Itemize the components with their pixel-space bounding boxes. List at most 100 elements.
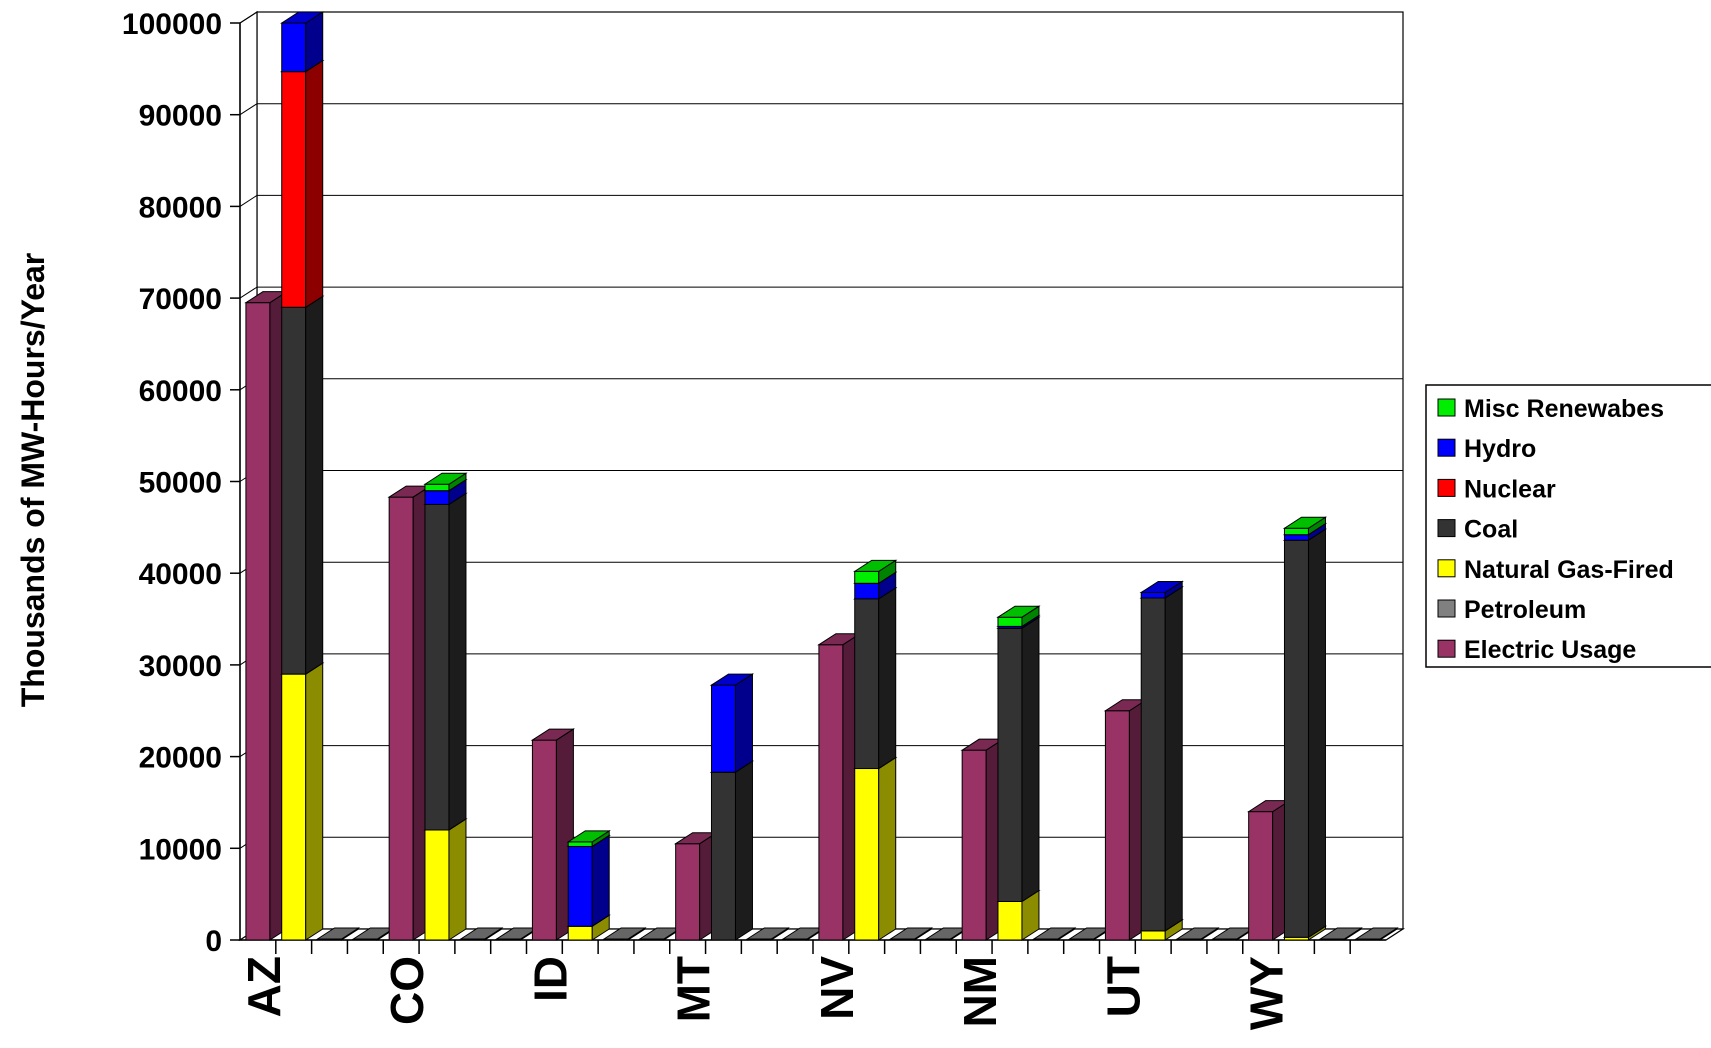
x-category-label: MT xyxy=(668,956,720,1022)
x-axis-categories: AZ CO ID MT NV NM UT WY xyxy=(238,940,1351,1030)
gen-seg-coal-nv-front xyxy=(854,598,880,770)
gen-seg-misc-renewabes-nm-front xyxy=(997,616,1023,627)
gen-seg-coal-wy xyxy=(1282,528,1328,939)
gen-seg-misc-renewabes-co xyxy=(423,472,468,492)
petroleum-strip xyxy=(745,927,790,941)
gen-seg-natural-gas-fired-az-side xyxy=(305,662,324,941)
legend-swatch xyxy=(1437,599,1456,618)
y-tick-label: 90000 xyxy=(139,100,222,133)
gen-seg-hydro-ut-top xyxy=(1139,580,1184,593)
legend: Misc Renewabes Hydro Nuclear Coal Natural Ga… xyxy=(1425,384,1711,668)
legend-label: Nuclear xyxy=(1464,475,1556,503)
gen-seg-natural-gas-fired-nv xyxy=(853,756,898,941)
gen-seg-coal-az-side xyxy=(305,295,324,675)
gen-seg-coal-nm-front xyxy=(997,627,1023,902)
gen-seg-misc-renewabes-nv-top xyxy=(853,559,898,572)
legend-swatch xyxy=(1437,639,1456,658)
gen-seg-nuclear-az xyxy=(280,59,325,309)
petroleum-strip-top xyxy=(315,927,361,940)
gen-seg-coal-mt-side xyxy=(734,760,753,941)
usage-bar-nm-front xyxy=(961,749,987,941)
gen-seg-misc-renewabes-wy-front xyxy=(1283,527,1309,536)
petroleum-strip-top xyxy=(1354,927,1399,940)
petroleum-strip xyxy=(602,927,647,941)
usage-bar-wy xyxy=(1246,799,1292,941)
y-axis-label: Thousands of MW-Hours/Year xyxy=(15,253,51,708)
gen-seg-natural-gas-fired-nv-front xyxy=(854,768,880,941)
usage-bar-id xyxy=(530,728,576,941)
gen-seg-hydro-id-side xyxy=(591,834,610,928)
x-category-label: NM xyxy=(954,956,1006,1028)
petroleum-strip-top xyxy=(602,927,647,940)
usage-bar-ut xyxy=(1103,698,1149,941)
usage-bar-mt xyxy=(673,831,719,941)
gen-seg-natural-gas-fired-co-side xyxy=(448,818,467,941)
y-axis-ticks: 0 10000 20000 30000 40000 50000 60000 70000 8000… xyxy=(122,8,241,958)
gen-seg-hydro-az-front xyxy=(281,22,307,73)
usage-bar-nv xyxy=(817,632,862,941)
y-tick-label: 10000 xyxy=(139,833,222,866)
usage-bar-wy-front xyxy=(1248,811,1274,941)
x-category-label: NV xyxy=(811,956,863,1020)
x-category-label: ID xyxy=(524,956,576,1002)
y-tick-label: 20000 xyxy=(139,742,222,775)
gen-seg-hydro-mt-side xyxy=(734,673,753,774)
gen-seg-coal-nm xyxy=(996,616,1041,903)
petroleum-strip-top xyxy=(1032,927,1077,940)
gen-seg-coal-mt xyxy=(709,760,755,941)
gen-seg-misc-renewabes-nv-front xyxy=(854,570,880,584)
gen-seg-coal-co-side xyxy=(448,492,467,831)
usage-bar-az-front xyxy=(245,302,271,941)
petroleum-strip xyxy=(1032,927,1077,941)
legend-label: Coal xyxy=(1464,516,1518,544)
legend-label: Electric Usage xyxy=(1464,636,1636,664)
legend-swatch xyxy=(1437,438,1456,457)
legend-label: Natural Gas-Fired xyxy=(1464,556,1674,584)
gen-seg-natural-gas-fired-co-front xyxy=(424,829,450,941)
gen-seg-misc-renewabes-nv xyxy=(853,559,898,585)
gen-seg-misc-renewabes-co-top xyxy=(423,472,468,485)
gen-seg-natural-gas-fired-nm-front xyxy=(997,900,1023,941)
y-tick-label: 40000 xyxy=(139,558,222,591)
gen-seg-misc-renewabes-wy-top xyxy=(1282,516,1328,529)
legend-box xyxy=(1425,384,1711,668)
gen-seg-misc-renewabes-nm-top xyxy=(996,605,1041,618)
gen-seg-hydro-mt xyxy=(709,673,755,774)
gen-seg-misc-renewabes-id-top xyxy=(566,830,611,843)
y-tick-label: 30000 xyxy=(139,650,222,683)
gen-seg-hydro-nv-front xyxy=(854,582,880,600)
gen-seg-coal-wy-front xyxy=(1283,539,1309,938)
gen-seg-natural-gas-fired-nv-side xyxy=(878,756,897,941)
usage-bar-mt-front xyxy=(675,843,701,941)
usage-bar-az xyxy=(244,290,289,941)
y-tick-label: 80000 xyxy=(139,191,222,224)
legend-swatch xyxy=(1437,519,1456,538)
y-tick-label: 50000 xyxy=(139,467,222,500)
petroleum-strip xyxy=(888,927,934,941)
gen-seg-natural-gas-fired-ut-front xyxy=(1140,930,1166,941)
usage-bar-co xyxy=(387,485,432,941)
gen-seg-coal-az xyxy=(280,295,325,675)
gen-seg-natural-gas-fired-id-front xyxy=(567,925,593,941)
gen-seg-coal-mt-front xyxy=(710,771,736,941)
x-category-label: AZ xyxy=(238,956,290,1017)
gen-seg-coal-ut xyxy=(1139,586,1184,932)
gen-seg-natural-gas-fired-co xyxy=(423,818,468,941)
petroleum-strip xyxy=(1354,927,1399,941)
gen-seg-misc-renewabes-co-front xyxy=(424,483,450,492)
x-category-label: WY xyxy=(1241,956,1293,1030)
petroleum-strip xyxy=(459,927,504,941)
gen-seg-coal-wy-side xyxy=(1307,528,1326,939)
gen-seg-hydro-ut xyxy=(1139,580,1184,599)
gen-seg-coal-co-front xyxy=(424,503,450,831)
gridline xyxy=(239,286,1403,299)
y-tick-label: 70000 xyxy=(139,283,222,316)
gen-seg-coal-co xyxy=(423,492,468,831)
petroleum-strip-top xyxy=(888,927,934,940)
gen-seg-hydro-id-front xyxy=(567,845,593,927)
gen-seg-hydro-az-top xyxy=(280,11,325,24)
y-tick-label: 0 xyxy=(205,925,222,958)
gen-seg-coal-ut-side xyxy=(1164,586,1183,932)
gen-seg-natural-gas-fired-az xyxy=(280,662,325,941)
gen-seg-hydro-ut-front xyxy=(1140,591,1166,599)
